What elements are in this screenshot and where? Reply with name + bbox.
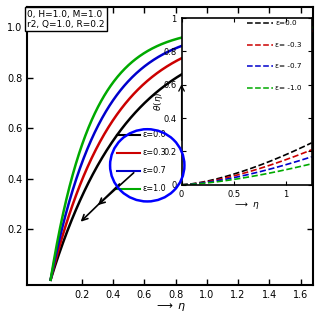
Text: ε=0.0: ε=0.0 xyxy=(143,130,167,139)
Text: ε=0.7: ε=0.7 xyxy=(143,166,167,175)
X-axis label: $\longrightarrow$ $\eta$: $\longrightarrow$ $\eta$ xyxy=(154,301,186,313)
Text: ε=1.0: ε=1.0 xyxy=(143,184,167,194)
Text: ε=0.3: ε=0.3 xyxy=(143,148,167,157)
Text: 0, H=1.0, M=1.0
r2, Q=1.0, R=0.2: 0, H=1.0, M=1.0 r2, Q=1.0, R=0.2 xyxy=(27,10,105,29)
